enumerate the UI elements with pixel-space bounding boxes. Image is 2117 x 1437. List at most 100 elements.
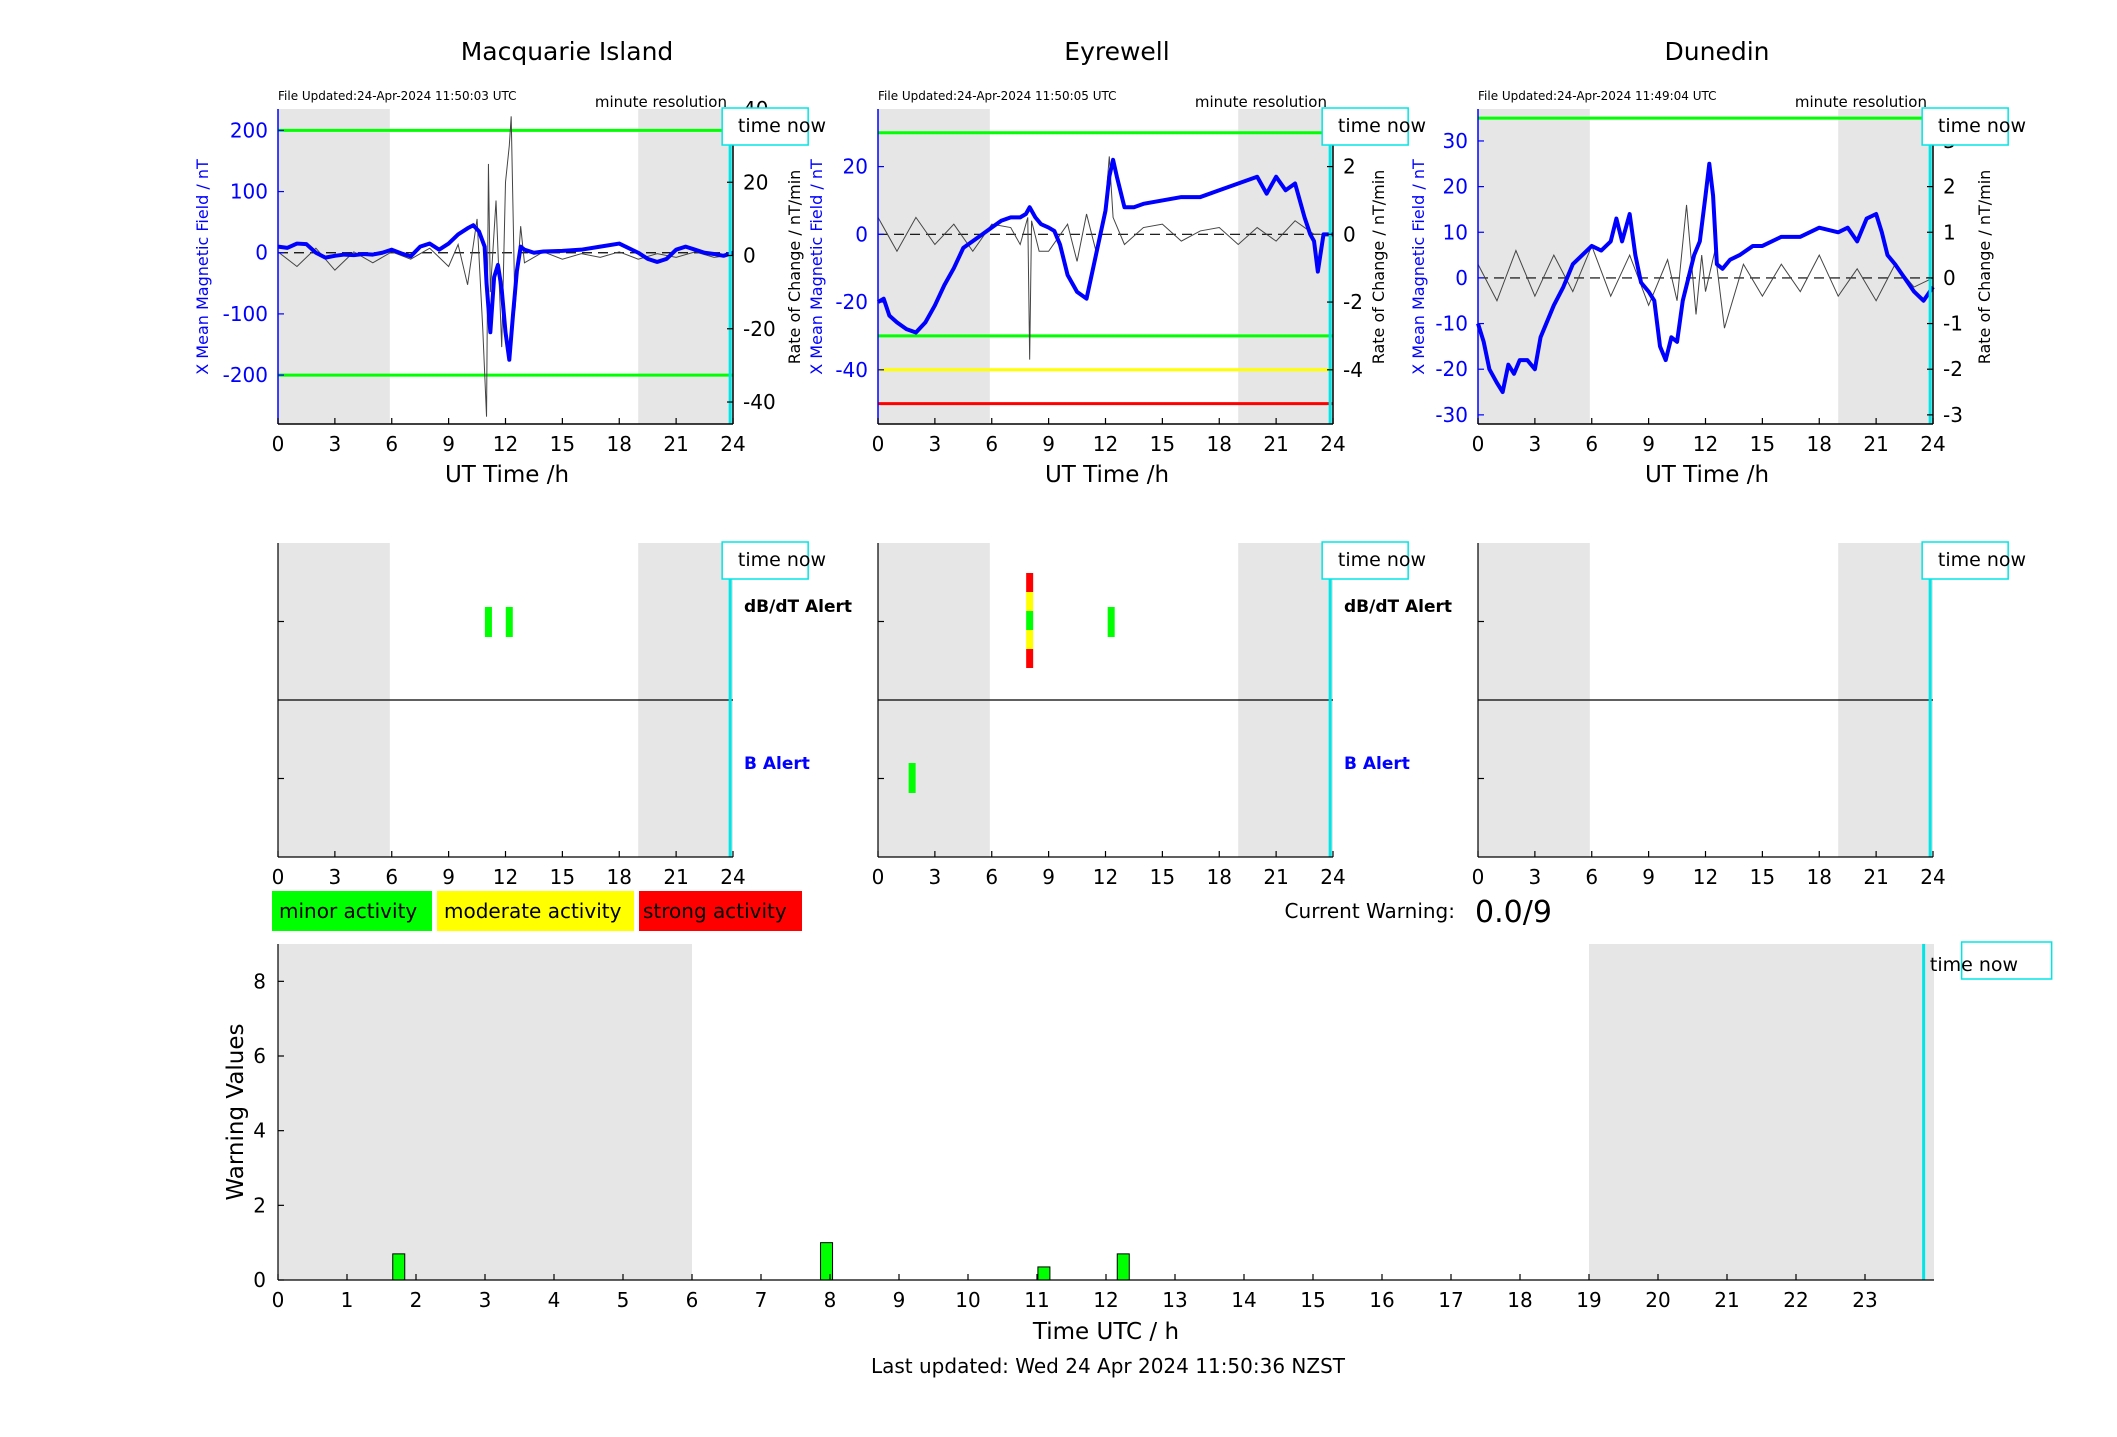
- right-tick-label: 2: [1943, 175, 1956, 199]
- time-now-box: [1960, 941, 2053, 980]
- night-band: [1589, 944, 1934, 1280]
- right-tick-label: -2: [1943, 357, 1963, 381]
- last-updated-text: Last updated: Wed 24 Apr 2024 11:50:36 N…: [871, 1354, 1346, 1378]
- x-tick-label: 15: [1750, 432, 1775, 456]
- legend-minor-label: minor activity: [279, 899, 417, 923]
- night-band: [638, 109, 733, 424]
- x-tick-label: 2: [410, 1288, 423, 1312]
- x-tick-label: 9: [1042, 865, 1055, 889]
- x-tick-label: 21: [1263, 432, 1288, 456]
- x-tick-label: 0: [272, 865, 285, 889]
- x-tick-label: 19: [1576, 1288, 1601, 1312]
- time-now-label: time now: [1338, 115, 1426, 137]
- time-now-box: [1921, 541, 2009, 580]
- alert-panel-eyrewell: 0 3 6 9 12 15 18 21 24 dB/dT Alert B Alert time …: [872, 541, 1452, 889]
- x-tick-label: 15: [1750, 865, 1775, 889]
- x-tick-label: 6: [1585, 865, 1598, 889]
- x-tick-label: 15: [550, 432, 575, 456]
- x-tick-label: 4: [548, 1288, 561, 1312]
- right-tick-label: -4: [1343, 358, 1363, 382]
- alert-plot: 0 3 6 9 12 15 18 21 24: [272, 541, 809, 889]
- time-now-label: time now: [1338, 549, 1426, 571]
- current-warning-value: 0.0/9: [1475, 895, 1552, 930]
- panel-dunedin: Dunedin File Updated:24-Apr-2024 11:49:0…: [1409, 37, 2026, 488]
- x-tick-label: 11: [1024, 1288, 1049, 1312]
- dbdt-alert-label: dB/dT Alert: [744, 597, 852, 617]
- x-tick-label: 14: [1231, 1288, 1256, 1312]
- x-tick-label: 21: [663, 865, 688, 889]
- night-band: [278, 109, 390, 424]
- dbdt-event-bar: [1107, 607, 1115, 637]
- x-tick-label: 9: [893, 1288, 906, 1312]
- x-tick-label: 12: [1693, 865, 1718, 889]
- left-tick-label: -10: [1435, 312, 1468, 336]
- x-tick-label: 3: [929, 432, 942, 456]
- left-tick-label: 20: [843, 155, 868, 179]
- right-tick-label: 20: [743, 170, 768, 194]
- x-tick-label: 21: [1714, 1288, 1739, 1312]
- x-tick-label: 21: [1863, 865, 1888, 889]
- x-tick-label: 15: [550, 865, 575, 889]
- station-title: Macquarie Island: [461, 37, 674, 66]
- file-updated-text: File Updated:24-Apr-2024 11:49:04 UTC: [1478, 89, 1717, 103]
- warning-bar: [392, 1253, 406, 1281]
- time-now-label: time now: [738, 549, 826, 571]
- alert-plot: 0 3 6 9 12 15 18 21 24: [872, 541, 1409, 889]
- left-tick-label: 100: [230, 180, 268, 204]
- warning-bar: [1037, 1266, 1051, 1281]
- x-tick-label: 6: [385, 865, 398, 889]
- x-tick-label: 6: [686, 1288, 699, 1312]
- right-tick-label: 1: [1943, 220, 1956, 244]
- file-updated-text: File Updated:24-Apr-2024 11:50:03 UTC: [278, 89, 517, 103]
- x-tick-label: 18: [1207, 865, 1232, 889]
- x-tick-label: 21: [1263, 865, 1288, 889]
- x-tick-label: 16: [1369, 1288, 1394, 1312]
- x-tick-label: 0: [1472, 865, 1485, 889]
- x-tick-label: 0: [1472, 432, 1485, 456]
- x-tick-label: 3: [329, 865, 342, 889]
- time-now-label: time now: [1930, 954, 2018, 976]
- x-tick-label: 18: [607, 432, 632, 456]
- x-tick-label: 23: [1852, 1288, 1877, 1312]
- x-tick-label: 24: [720, 865, 745, 889]
- x-tick-label: 9: [1042, 432, 1055, 456]
- warning-bar: [820, 1242, 834, 1281]
- x-tick-label: 3: [479, 1288, 492, 1312]
- night-band: [278, 944, 692, 1280]
- left-tick-label: 0: [855, 222, 868, 246]
- y-tick-label: 6: [253, 1044, 266, 1068]
- x-tick-label: 10: [955, 1288, 980, 1312]
- time-now-box: [721, 107, 809, 146]
- x-tick-label: 18: [1207, 432, 1232, 456]
- rate-of-change-series: [877, 156, 1324, 360]
- left-tick-label: 0: [1455, 266, 1468, 290]
- alert-panel-macquarie-island: 0 3 6 9 12 15 18 21 24 dB/dT Alert B Alert time …: [272, 541, 852, 889]
- right-tick-label: -40: [743, 390, 776, 414]
- x-tick-label: 13: [1162, 1288, 1187, 1312]
- alert-panel-dunedin: 0 3 6 9 12 15 18 21 24 time now: [1472, 541, 2026, 889]
- left-axis-label: X Mean Magnetic Field / nT: [1409, 159, 1428, 375]
- alert-plot: 0 3 6 9 12 15 18 21 24: [1472, 541, 2009, 889]
- y-tick-label: 4: [253, 1119, 266, 1143]
- dbdt-event-bar: [505, 607, 513, 637]
- x-tick-label: 21: [1863, 432, 1888, 456]
- time-now-label: time now: [738, 115, 826, 137]
- station-title: Dunedin: [1665, 37, 1770, 66]
- x-tick-label: 8: [824, 1288, 837, 1312]
- x-tick-label: 6: [1585, 432, 1598, 456]
- x-tick-label: 3: [1529, 432, 1542, 456]
- right-axis-label: Rate of Change / nT/min: [785, 170, 804, 365]
- x-tick-label: 12: [493, 865, 518, 889]
- x-tick-label: 6: [985, 865, 998, 889]
- dbdt-alert-label: dB/dT Alert: [1344, 597, 1452, 617]
- x-tick-label: 9: [442, 865, 455, 889]
- x-tick-label: 9: [1642, 865, 1655, 889]
- warning-y-label: Warning Values: [223, 1023, 249, 1200]
- resolution-text: minute resolution: [1195, 93, 1327, 111]
- time-now-box: [1321, 541, 1409, 580]
- time-now-label: time now: [1938, 549, 2026, 571]
- file-updated-text: File Updated:24-Apr-2024 11:50:05 UTC: [878, 89, 1117, 103]
- y-tick-label: 0: [253, 1268, 266, 1292]
